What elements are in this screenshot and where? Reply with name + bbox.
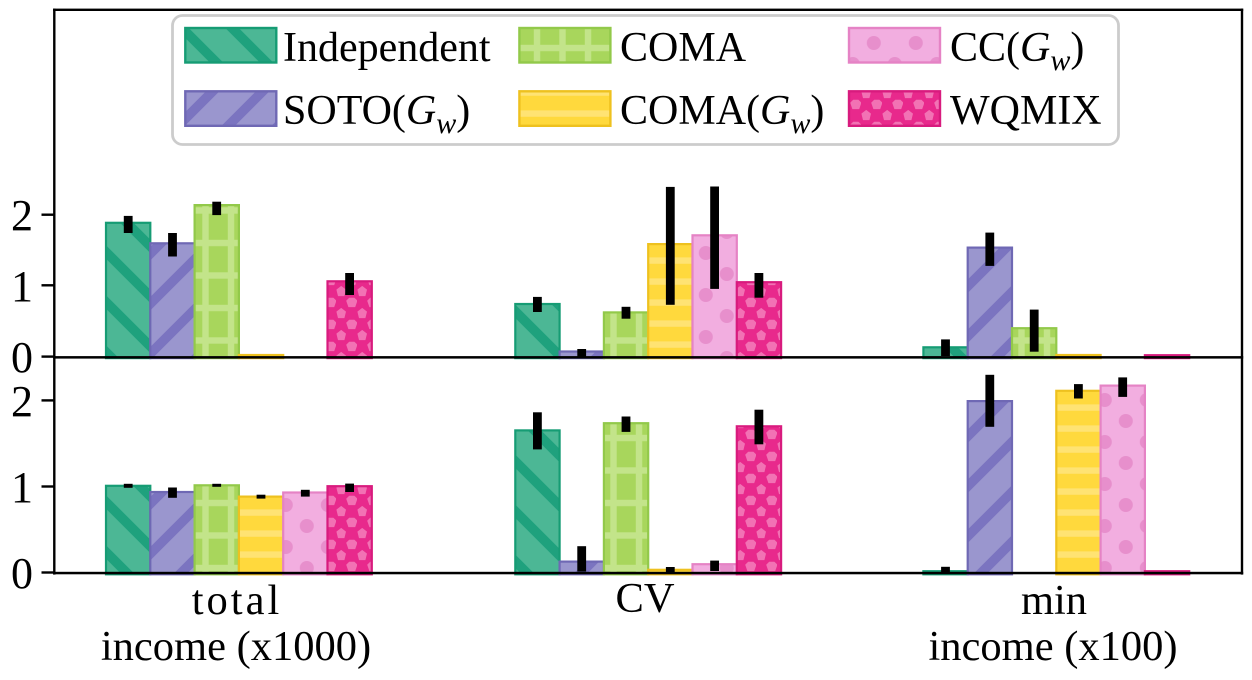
- svg-text:0: 0: [11, 333, 33, 382]
- svg-text:COMA: COMA: [620, 25, 747, 71]
- svg-text:2: 2: [11, 191, 33, 240]
- svg-text:total: total: [192, 577, 283, 624]
- svg-text:Independent: Independent: [283, 25, 491, 71]
- svg-text:min: min: [1021, 577, 1087, 624]
- svg-text:2: 2: [11, 377, 33, 426]
- svg-text:1: 1: [11, 262, 33, 311]
- svg-text:1: 1: [11, 463, 33, 512]
- svg-text:income (x1000): income (x1000): [101, 623, 371, 670]
- svg-text:WQMIX: WQMIX: [950, 88, 1102, 134]
- svg-text:COMA(Gw): COMA(Gw): [620, 88, 824, 140]
- svg-text:CV: CV: [615, 575, 674, 622]
- svg-text:0: 0: [11, 549, 33, 598]
- svg-text:CC(Gw): CC(Gw): [950, 25, 1084, 77]
- svg-text:income (x100): income (x100): [928, 623, 1177, 670]
